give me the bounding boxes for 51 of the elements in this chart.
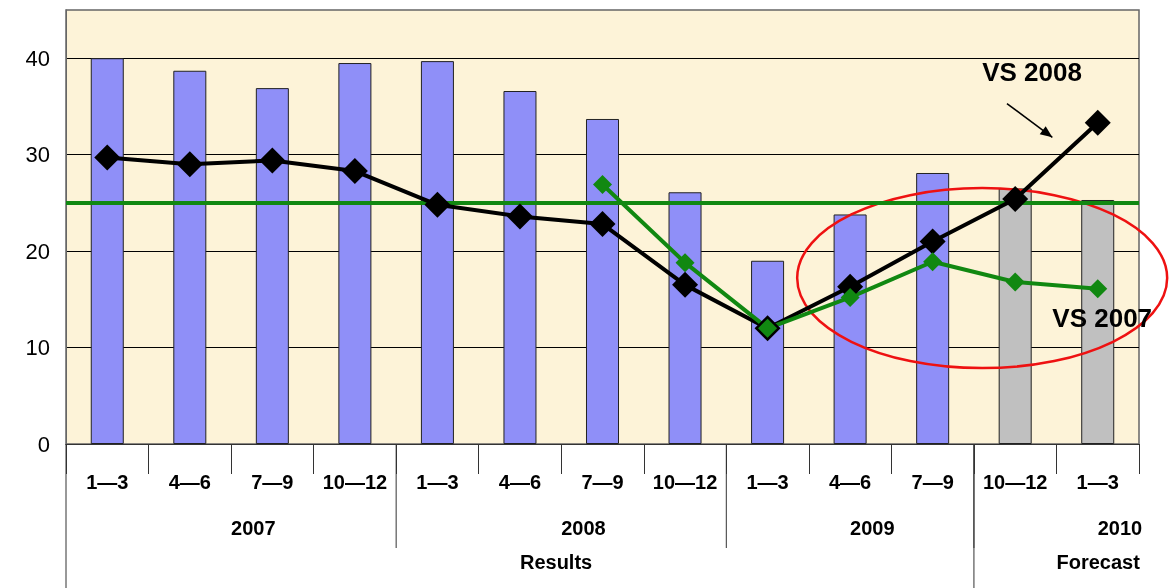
bar bbox=[90, 58, 124, 444]
text: 2007 bbox=[231, 517, 276, 539]
text: 2009 bbox=[850, 517, 895, 539]
point bbox=[176, 151, 203, 178]
point bbox=[1005, 272, 1025, 292]
point bbox=[1084, 109, 1111, 136]
x-tick-label: 1―3 bbox=[86, 471, 129, 493]
x-tick-label: 7―9 bbox=[581, 471, 624, 493]
y-tick-label: 10 bbox=[25, 335, 50, 361]
point bbox=[675, 253, 695, 273]
y-tick-label: 40 bbox=[25, 45, 50, 71]
bar bbox=[255, 88, 289, 444]
point bbox=[840, 287, 860, 307]
point bbox=[94, 144, 121, 171]
bar bbox=[503, 91, 537, 444]
bar bbox=[751, 260, 785, 444]
point bbox=[506, 203, 533, 230]
text: 2010 bbox=[1097, 517, 1143, 539]
point bbox=[589, 211, 616, 238]
bar bbox=[585, 118, 620, 444]
point bbox=[919, 228, 946, 255]
y-tick-label: 30 bbox=[25, 142, 50, 168]
series-label: VS 2008 bbox=[982, 56, 1082, 87]
y-tick-label: 0 bbox=[37, 431, 50, 457]
x-tick-label: 1―3 bbox=[416, 471, 459, 493]
point bbox=[923, 252, 943, 272]
x-tick-label: 1―3 bbox=[746, 471, 789, 493]
x-tick-label: 7―9 bbox=[251, 471, 294, 493]
point bbox=[672, 271, 699, 298]
x-tick-label: 10―12 bbox=[982, 471, 1048, 493]
point bbox=[341, 158, 368, 185]
x-tick-label: 4―6 bbox=[168, 471, 211, 493]
x-tick-label: 4―6 bbox=[828, 471, 872, 493]
y-tick-label: 20 bbox=[25, 238, 50, 264]
x-tick-label: 7―9 bbox=[911, 471, 954, 493]
point bbox=[424, 191, 451, 218]
text: Forecast bbox=[1056, 551, 1141, 573]
text: Results bbox=[519, 551, 593, 573]
x-tick-label: 4―6 bbox=[498, 471, 542, 493]
bar bbox=[173, 70, 207, 444]
bar bbox=[998, 188, 1032, 444]
point bbox=[1088, 279, 1108, 299]
point bbox=[593, 175, 612, 195]
x-tick-label: 10―12 bbox=[322, 471, 388, 493]
bar bbox=[420, 61, 454, 444]
x-tick-label: 10―12 bbox=[652, 471, 718, 493]
x-tick-label: 1―3 bbox=[1076, 471, 1119, 493]
text: 2008 bbox=[561, 517, 606, 539]
point bbox=[259, 147, 286, 174]
bar bbox=[338, 63, 372, 444]
point bbox=[1002, 186, 1029, 213]
